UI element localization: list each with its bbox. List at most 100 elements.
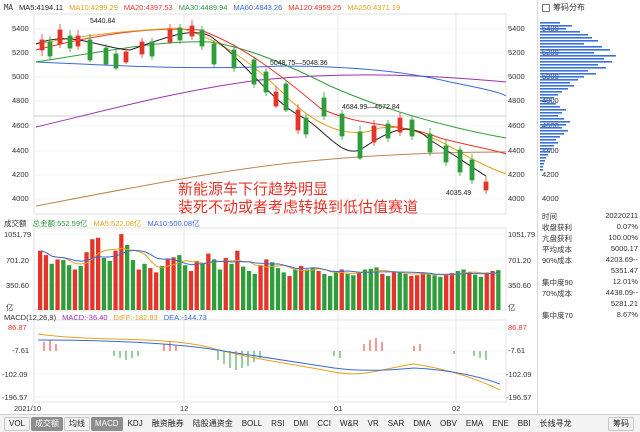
volume-bar [148,268,153,310]
low-price-annotation: 4035.49 [446,190,472,197]
ma5-label: MA5:4194.11 [19,2,64,12]
price-axis-left-5: 4400 [12,146,29,155]
volume-total-label: 总金额:552.59亿 [32,218,88,228]
volume-bar [467,272,472,310]
price-axis-left-1: 5200 [12,48,29,57]
volume-bar [287,276,292,310]
stat-row-cost90: 90%成本 4203.69-- [542,255,638,266]
price-axis-left-6: 4200 [12,170,29,179]
tab-15[interactable]: OBV [440,418,457,428]
volume-bar [455,271,460,310]
chip-distribution-panel[interactable]: 筹码分布 5400 5200 5000 4800 4600 4400 4200 … [537,0,640,414]
tab-17[interactable]: ENE [492,418,509,428]
macd-axis-right-0: 86.87 [508,323,527,332]
price-axis-right-3: 4800 [508,96,525,105]
volume-bar [380,273,385,310]
volume-bar [119,234,124,310]
macd-axis-left-1: -7.61 [12,346,30,355]
tab-4[interactable]: KDJ [127,418,143,428]
tab-10[interactable]: CCI [317,418,331,428]
volume-bar [246,271,252,310]
volume-bar [345,273,350,310]
volume-bars [38,234,501,310]
ma250-line [35,74,507,128]
volume-bar [293,269,298,310]
stat-conc70-key: 集中度70 [542,311,573,320]
volume-bar [333,272,339,310]
stat-row-cost90-upper: 5351.47 [542,266,638,275]
price-axis-left-3: 4800 [12,96,29,105]
tab-5[interactable]: 融资融券 [151,418,184,428]
tab-11[interactable]: W&R [339,418,359,428]
ma-legend: MA MA5:4194.11 MA10:4299.29 MA20:4397.53… [0,0,400,14]
price-axis-left-7: 4000 [12,194,29,203]
volume-bar [310,268,315,310]
tab-19[interactable]: 长线寻龙 [539,418,572,428]
volume-title: 成交额 [4,218,27,228]
stat-conc70-value: 8.67% [616,310,638,319]
tab-0[interactable]: VOL [4,416,31,431]
tab-12[interactable]: VR [367,418,379,428]
tab-6[interactable]: 陆股通资金 [192,418,233,428]
stat-row-avg-cost: 平均成本 5000.17 [542,244,638,255]
tab-3[interactable]: MACD [91,416,123,431]
stat-row-close-profit: 收盘获利 0.07% [542,222,638,233]
volume-bar [67,265,72,310]
ma30-label: MA30:4489.94 [178,2,228,12]
volume-bar [426,273,431,310]
volume-bar [206,253,211,310]
annotation-line-1: 新能源车下行趋势明显 [178,180,329,198]
volume-bar [258,265,263,310]
chip-toggle-button[interactable]: 筹码 [608,416,634,431]
volume-bar [490,271,495,310]
macd-chart [37,333,501,391]
volume-bar [223,258,228,310]
volume-axis-right-2: 350.60 [508,281,531,290]
price-axis-right-7: 4000 [508,194,525,203]
tab-18[interactable]: BBI [517,418,531,428]
volume-axis-left-1: 701.20 [6,256,29,265]
stat-profit-key: 亢盘获利 [542,234,572,243]
volume-bar [357,272,362,310]
volume-bar [43,255,49,310]
macd-diff-label: DIFF:-182.93 [113,312,158,322]
macd-dea-label: DEA:-144.73 [163,312,207,322]
tab-1[interactable]: 成交额 [31,416,64,431]
volume-unit-right: 亿 [508,303,516,312]
volume-bar [403,273,408,310]
tab-13[interactable]: SAR [387,418,405,428]
volume-bar [252,273,257,310]
volume-bar [142,263,147,310]
volume-bar [212,259,217,310]
stat-close-profit-key: 收盘获利 [542,223,572,232]
volume-bar [61,260,66,310]
price-axis-right-2: 5000 [508,72,525,81]
tab-9[interactable]: DMI [293,418,309,428]
tab-16[interactable]: EMA [465,418,484,428]
macd-axis-left-0: 86.87 [8,323,27,332]
price-axis-right-6: 4200 [508,170,525,179]
volume-bar [188,271,194,310]
chip-distribution-bars [540,22,616,171]
tab-14[interactable]: DMA [413,418,431,428]
tab-2[interactable]: 均线 [64,416,91,431]
indicator-tabs: VOL 成交额 均线 MACD KDJ 融资融券 陆股通资金 BOLL RSI DMI CCI W&R… [0,416,576,431]
volume-bar [496,270,501,310]
volume-bar [478,276,484,310]
chip-axis-6: 4200 [542,170,559,179]
tab-8[interactable]: RSI [271,418,285,428]
volume-bar [322,273,327,310]
volume-axis-right-0: 1051.79 [508,230,536,239]
volume-bar [316,271,321,310]
chart-area[interactable]: MA MA5:4194.11 MA10:4299.29 MA20:4397.53… [0,0,536,414]
volume-bar [484,272,489,310]
stat-row-time: 时间 20220211 [542,211,638,222]
indicator-tab-bar: VOL 成交额 均线 MACD KDJ 融资融券 陆股通资金 BOLL RSI DMI CCI W&R… [0,414,640,432]
range2-annotation: 4684.99—4672.84 [342,104,400,111]
price-axis-right-5: 4400 [508,146,525,155]
volume-bar [154,272,159,310]
macd-axis-right-1: -7.61 [508,346,526,355]
volume-ma10-label: MA10:500.08亿 [147,218,200,228]
stat-time-value: 20220211 [605,211,638,220]
tab-7[interactable]: BOLL [241,418,263,428]
